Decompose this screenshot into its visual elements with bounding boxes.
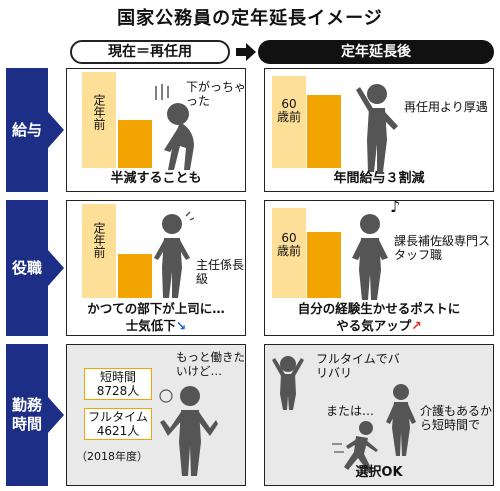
speech-text: 再任用より厚遇 — [404, 100, 488, 114]
bar-label: 定年前 — [92, 94, 106, 130]
bar-after-60 — [307, 95, 341, 168]
bar-before-60 — [272, 208, 306, 298]
speech-text: フルタイムでバリバリ — [316, 352, 400, 380]
bar-before-retire — [82, 72, 116, 168]
person-running-icon — [332, 421, 378, 472]
person-standing-icon — [386, 384, 416, 456]
speech-text: もっと働きたいけど… — [176, 350, 245, 378]
header-current: 現在＝再任用 — [70, 40, 230, 64]
row-label-salary: 給与 — [6, 68, 64, 192]
row-label-hours: 勤務時間 — [6, 344, 64, 486]
bar-after-60 — [307, 232, 341, 298]
person-worried-icon — [154, 211, 194, 298]
bar-label-age: 60 歳前 — [276, 97, 301, 124]
caption-salary-after: 年間給与３割減 — [333, 171, 425, 186]
or-text: または… — [326, 404, 375, 418]
person-confident-icon — [352, 214, 388, 300]
up-arrow-icon: ↗ — [411, 318, 422, 333]
down-arrow-icon: ↘ — [175, 318, 187, 333]
caption-hours-after: 選択OK — [355, 465, 403, 480]
speech-text: 介護もあるから短時間で — [420, 404, 493, 432]
stat-full-time: フルタイム 4621人 — [84, 408, 152, 440]
person-happy-icon — [356, 84, 398, 172]
bar-reemploy — [118, 254, 152, 298]
person-cheering-icon — [272, 356, 304, 410]
person-slumped-icon — [155, 84, 194, 170]
rank-note: 主任係長級 — [196, 258, 245, 286]
row-label-position: 役職 — [6, 200, 64, 336]
stat-short-hours: 短時間 8728人 — [84, 368, 152, 400]
bar-label: 定年前 — [92, 222, 106, 258]
caption-salary-current: 半減することも — [110, 171, 202, 186]
bar-reemploy — [118, 120, 152, 168]
header-after: 定年延長後 — [258, 40, 494, 64]
bar-label-age: 60 歳前 — [276, 231, 301, 258]
bar-before-60 — [272, 76, 306, 168]
speech-text: 下がっちゃった — [186, 80, 247, 108]
person-shrugging-icon — [159, 386, 218, 476]
caption-position-current: かつての部下が上司に… 士気低下↘ — [87, 301, 225, 333]
right-arrow-icon — [236, 43, 256, 61]
fiscal-year-note: （2018年度） — [76, 450, 148, 463]
music-note-icon: ♪ — [390, 197, 401, 216]
bar-before-retire — [82, 204, 116, 298]
caption-position-after: 自分の経験生かせるポストに やる気アップ↗ — [297, 301, 461, 333]
page-title: 国家公務員の定年延長イメージ — [117, 8, 383, 29]
rank-note: 課長補佐級専門スタッフ職 — [394, 234, 491, 262]
panel-hours-after — [264, 344, 494, 486]
